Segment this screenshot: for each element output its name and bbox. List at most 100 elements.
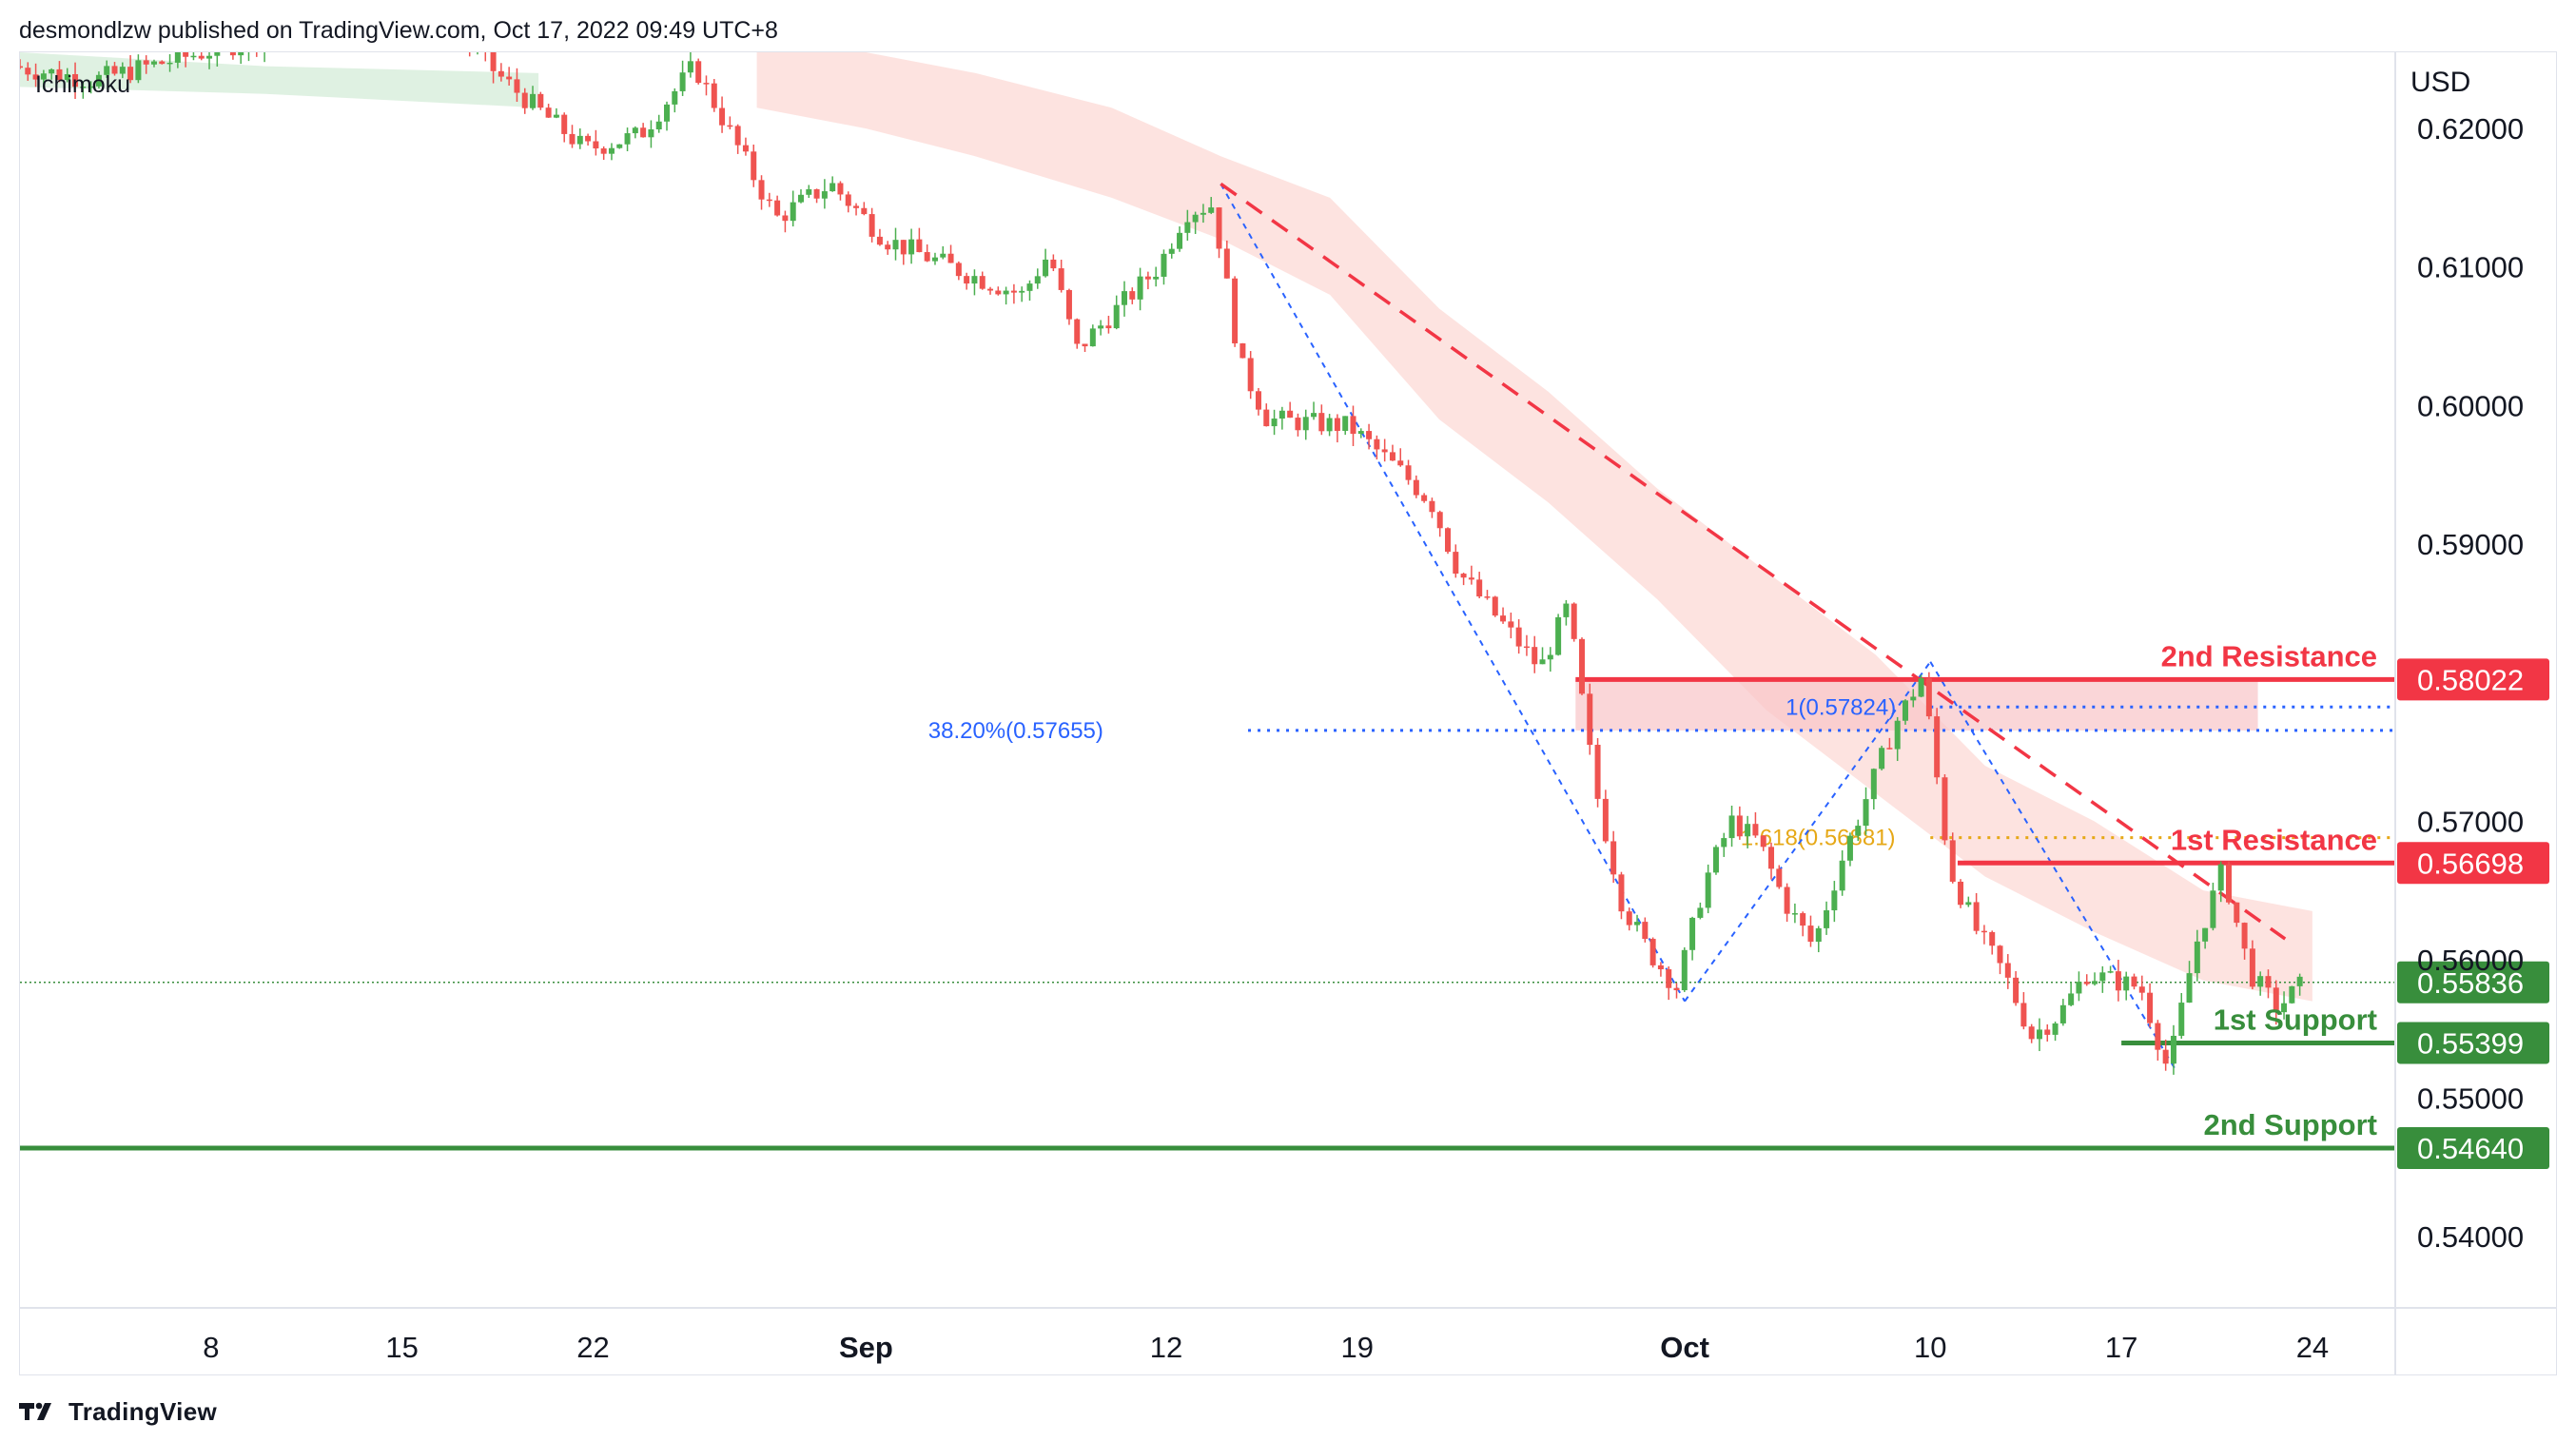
candle-body: [2241, 923, 2248, 949]
candle-body: [530, 93, 537, 108]
candle-body: [1405, 465, 1412, 480]
candle-body: [924, 252, 930, 262]
level-label: 1st Support: [2214, 1003, 2377, 1036]
candle-body: [632, 127, 638, 134]
candle-body: [1902, 700, 1908, 721]
candle-body: [1523, 646, 1530, 649]
candle-body: [1003, 290, 1009, 295]
candle-body: [2099, 972, 2106, 982]
candle-body: [1113, 304, 1120, 329]
candle-body: [2296, 976, 2303, 986]
level-label: 2nd Resistance: [2161, 639, 2377, 672]
candle-body: [1366, 431, 1373, 439]
candle-body: [1846, 835, 1853, 861]
candle-body: [1547, 654, 1553, 660]
candle-body: [1200, 212, 1206, 215]
candle-body: [1571, 603, 1577, 639]
publisher-header: desmondlzw published on TradingView.com,…: [19, 17, 778, 44]
candle-body: [719, 107, 726, 126]
candle-body: [238, 52, 244, 56]
resistance-zone: [1575, 679, 2258, 731]
candle-body: [853, 205, 860, 208]
candle-body: [2162, 1049, 2169, 1064]
price-tag-label: 0.56698: [2417, 847, 2524, 880]
candle-body: [1673, 987, 1680, 991]
candle-body: [206, 55, 213, 59]
candle-body: [506, 76, 513, 80]
candle-body: [1302, 417, 1309, 431]
candle-body: [758, 180, 765, 200]
candle-body: [2013, 977, 2020, 1004]
candle-body: [1879, 748, 1885, 770]
candle-body: [908, 239, 915, 255]
candle-body: [1413, 479, 1419, 496]
candle-body: [183, 52, 189, 57]
candle-body: [1161, 253, 1167, 277]
candle-body: [1184, 222, 1191, 233]
candle-body: [987, 288, 994, 291]
candle-body: [664, 104, 671, 122]
candle-body: [774, 200, 781, 216]
candle-body: [971, 276, 978, 284]
candle-body: [1129, 291, 1136, 300]
candle-body: [1374, 438, 1380, 450]
candle-body: [1287, 410, 1294, 419]
candle-body: [1019, 290, 1025, 293]
candle-body: [2249, 948, 2255, 987]
candle-body: [829, 183, 836, 192]
candle-body: [711, 83, 717, 108]
candle-body: [868, 214, 875, 237]
candle-body: [608, 147, 615, 154]
candle-body: [119, 67, 126, 74]
y-tick-label: 0.59000: [2417, 528, 2524, 561]
last-price-tag: [2397, 961, 2549, 1004]
level-label: 2nd Support: [2203, 1108, 2377, 1141]
candle-body: [845, 194, 851, 206]
candle-body: [931, 257, 938, 262]
candle-body: [1657, 965, 1664, 970]
candle-body: [2076, 982, 2082, 994]
candle-body: [214, 52, 221, 56]
tradingview-logo-icon[interactable]: [19, 1401, 59, 1422]
candle-body: [1500, 615, 1507, 622]
candle-body: [1626, 911, 1632, 926]
candle-body: [1807, 926, 1814, 943]
candle-body: [1649, 939, 1656, 965]
candle-body: [1610, 841, 1617, 875]
candle-body: [1973, 902, 1980, 931]
candle-body: [1989, 931, 1996, 946]
price-tag-label: 0.54640: [2417, 1132, 2524, 1165]
candle-body: [1712, 847, 1719, 873]
candle-body: [1863, 799, 1869, 827]
candle-body: [2178, 1003, 2185, 1036]
level-labels: 2nd Resistance 0.58022 1st Resistance 0.566…: [2161, 639, 2549, 1169]
x-tick-label: 19: [1341, 1331, 1374, 1364]
candle-body: [1137, 276, 1143, 300]
candle-body: [1910, 696, 1917, 701]
chart-frame[interactable]: 38.20%(0.57655) 1(0.57824) 1.618(0.56881) …: [19, 51, 2557, 1375]
y-tick-label: 0.61000: [2417, 251, 2524, 284]
candle-body: [821, 191, 828, 199]
candle-body: [585, 135, 592, 142]
x-tick-label: Sep: [839, 1331, 893, 1364]
candle-body: [1697, 907, 1704, 918]
candle-body: [1839, 860, 1845, 891]
candle-body: [1177, 232, 1183, 249]
candle-body: [1689, 917, 1696, 950]
candle-body: [679, 72, 686, 91]
candle-body: [672, 90, 678, 105]
x-tick-label: 17: [2105, 1331, 2137, 1364]
candle-body: [806, 188, 812, 195]
candle-body: [813, 188, 820, 199]
candle-body: [1886, 748, 1893, 750]
candle-body: [1870, 769, 1877, 800]
candle-body: [1271, 419, 1278, 427]
candle-body: [2115, 971, 2121, 991]
candle-body: [1981, 930, 1987, 933]
candle-body: [2257, 976, 2264, 987]
candle-body: [80, 87, 87, 88]
price-chart[interactable]: 38.20%(0.57655)1(0.57824)1.618(0.56881) …: [20, 52, 2556, 1374]
candle-body: [2210, 890, 2216, 928]
candle-body: [797, 194, 804, 203]
candle-body: [190, 55, 197, 58]
